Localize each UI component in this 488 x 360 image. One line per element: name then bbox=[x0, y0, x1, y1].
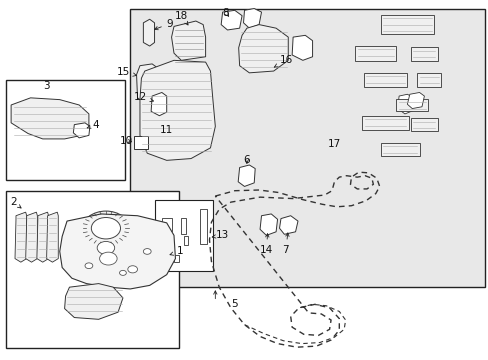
Polygon shape bbox=[133, 136, 148, 149]
Circle shape bbox=[143, 249, 151, 254]
Polygon shape bbox=[260, 214, 277, 235]
Text: 9: 9 bbox=[154, 18, 173, 30]
Polygon shape bbox=[11, 98, 89, 139]
Polygon shape bbox=[238, 24, 287, 73]
Polygon shape bbox=[199, 208, 206, 244]
Polygon shape bbox=[173, 255, 179, 262]
Polygon shape bbox=[26, 212, 37, 262]
Circle shape bbox=[97, 242, 115, 254]
Polygon shape bbox=[184, 236, 188, 245]
Polygon shape bbox=[143, 19, 154, 46]
Polygon shape bbox=[171, 21, 205, 60]
Text: 16: 16 bbox=[274, 55, 292, 67]
Bar bbox=[6, 191, 179, 348]
Polygon shape bbox=[15, 212, 27, 262]
Polygon shape bbox=[73, 123, 90, 138]
Polygon shape bbox=[397, 94, 413, 114]
Polygon shape bbox=[60, 214, 175, 289]
Polygon shape bbox=[407, 93, 424, 109]
Polygon shape bbox=[291, 35, 312, 60]
Text: 14: 14 bbox=[259, 234, 272, 255]
Polygon shape bbox=[37, 212, 48, 262]
Text: 5: 5 bbox=[231, 299, 238, 309]
Circle shape bbox=[90, 237, 121, 259]
Polygon shape bbox=[221, 10, 242, 30]
Text: 15: 15 bbox=[117, 67, 136, 77]
Polygon shape bbox=[238, 165, 255, 186]
Bar bbox=[6, 80, 125, 180]
Text: 17: 17 bbox=[327, 139, 341, 149]
Text: 8: 8 bbox=[222, 8, 229, 18]
Text: 10: 10 bbox=[119, 136, 132, 146]
Polygon shape bbox=[380, 143, 419, 157]
Polygon shape bbox=[410, 48, 437, 61]
Polygon shape bbox=[354, 46, 396, 61]
Circle shape bbox=[82, 211, 129, 246]
Polygon shape bbox=[181, 219, 186, 234]
Bar bbox=[130, 9, 484, 287]
Polygon shape bbox=[46, 212, 58, 262]
Circle shape bbox=[91, 217, 120, 239]
Polygon shape bbox=[64, 284, 122, 319]
Text: 1: 1 bbox=[170, 247, 183, 256]
Circle shape bbox=[85, 263, 93, 269]
Polygon shape bbox=[140, 60, 215, 160]
Polygon shape bbox=[396, 99, 427, 111]
Text: 13: 13 bbox=[212, 230, 228, 240]
Text: 18: 18 bbox=[174, 11, 188, 25]
Text: 6: 6 bbox=[243, 156, 250, 165]
Circle shape bbox=[127, 266, 137, 273]
Text: 12: 12 bbox=[134, 92, 153, 102]
Text: 11: 11 bbox=[160, 125, 173, 135]
Polygon shape bbox=[410, 118, 437, 131]
Text: 3: 3 bbox=[43, 81, 49, 91]
Polygon shape bbox=[162, 238, 171, 247]
Polygon shape bbox=[380, 15, 433, 35]
Polygon shape bbox=[363, 73, 407, 87]
Circle shape bbox=[100, 252, 117, 265]
Circle shape bbox=[119, 270, 126, 275]
Text: 7: 7 bbox=[282, 233, 288, 255]
Text: 4: 4 bbox=[87, 120, 99, 130]
Polygon shape bbox=[362, 116, 408, 130]
Polygon shape bbox=[243, 9, 261, 28]
Bar bbox=[154, 200, 212, 271]
Text: 2: 2 bbox=[10, 197, 21, 208]
Polygon shape bbox=[162, 219, 171, 231]
Polygon shape bbox=[279, 216, 297, 234]
Polygon shape bbox=[416, 73, 441, 87]
Polygon shape bbox=[151, 93, 166, 116]
Polygon shape bbox=[136, 64, 157, 103]
